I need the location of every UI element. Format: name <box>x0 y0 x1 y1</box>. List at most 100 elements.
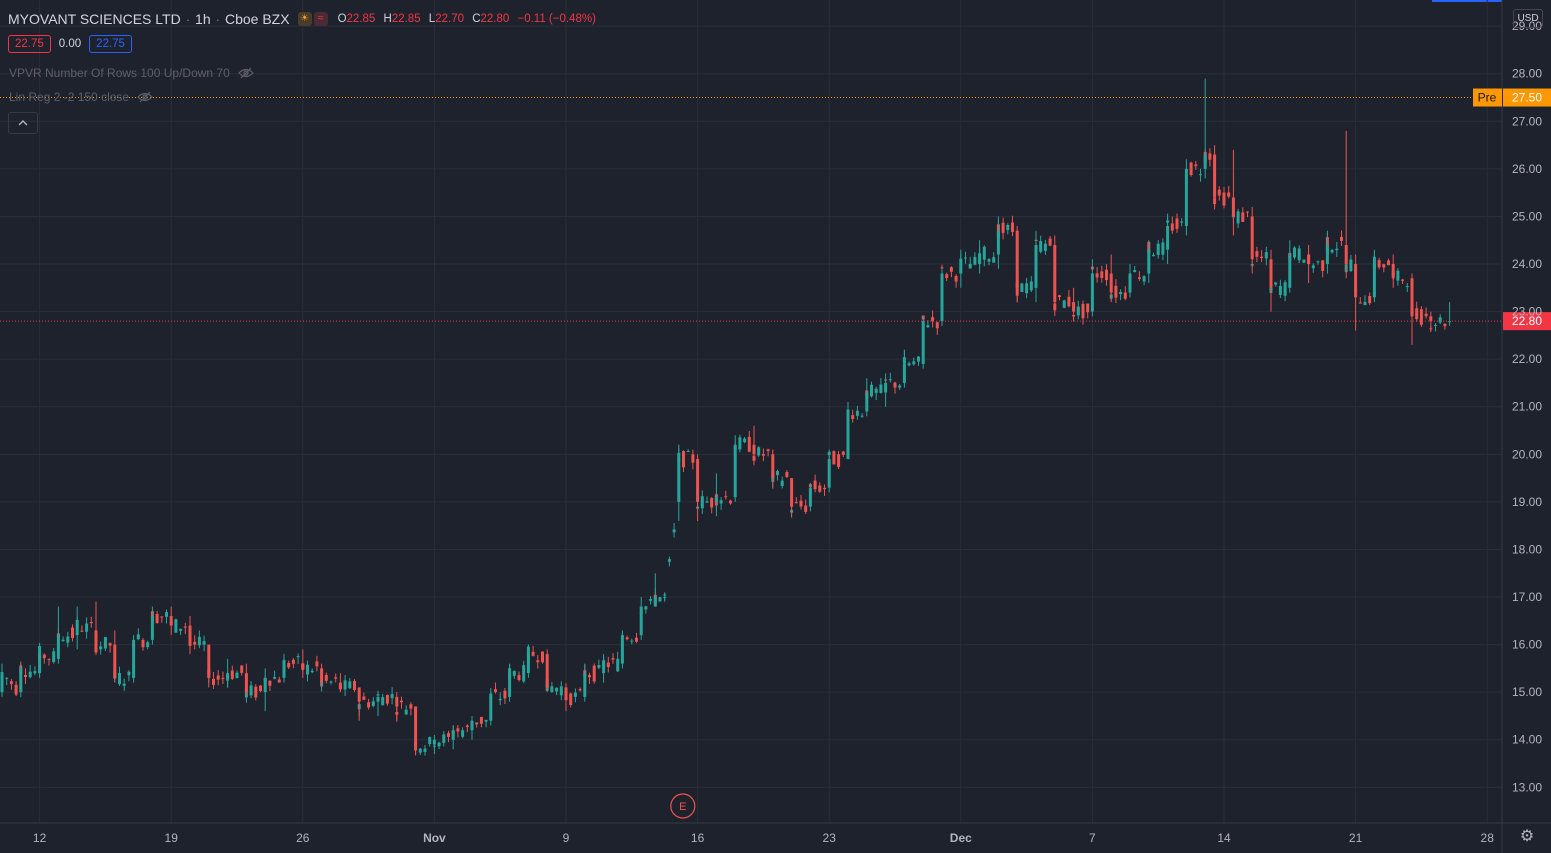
candle-body <box>179 628 183 631</box>
candle-body <box>1269 259 1273 288</box>
candle <box>1424 307 1428 319</box>
candle-body <box>1415 308 1419 320</box>
candle <box>99 641 103 655</box>
candle <box>1222 187 1226 209</box>
candle <box>677 444 681 521</box>
candle <box>945 272 949 282</box>
candle <box>1434 323 1437 332</box>
candle-body <box>127 671 131 676</box>
x-tick-label: 26 <box>296 831 310 845</box>
candle-body <box>1001 222 1005 233</box>
candle-body <box>99 646 103 650</box>
candle <box>649 596 653 605</box>
candle-body <box>75 625 79 636</box>
candle-body <box>729 500 732 504</box>
eye-off-icon[interactable] <box>237 67 254 79</box>
candle <box>1278 279 1282 299</box>
earnings-circle[interactable] <box>670 793 696 819</box>
candle <box>893 381 897 394</box>
candle <box>606 656 610 673</box>
candle <box>127 670 131 682</box>
candle <box>522 660 526 684</box>
candle <box>409 702 413 716</box>
candle-body <box>616 658 620 672</box>
candle <box>747 431 751 453</box>
candle-body <box>33 671 37 674</box>
candle <box>1105 264 1108 286</box>
indicator-vpvr[interactable]: VPVR Number Of Rows 100 Up/Down 70 <box>9 66 254 80</box>
candle-body <box>945 274 949 279</box>
candle-body <box>1053 244 1057 303</box>
candle <box>870 381 873 398</box>
candle <box>508 663 512 702</box>
candle-body <box>1405 286 1409 288</box>
candle <box>827 449 831 493</box>
candle <box>559 681 563 701</box>
candle-body <box>578 689 582 691</box>
candle-body <box>371 701 375 706</box>
candle <box>470 715 474 740</box>
candle-body <box>338 682 342 688</box>
candle-body <box>1020 283 1024 293</box>
candle <box>733 435 737 502</box>
candle <box>212 671 215 689</box>
market-status-icons[interactable]: ☀ ≈ <box>297 12 328 26</box>
candle <box>573 688 577 703</box>
separator: · <box>215 11 220 27</box>
candle-body <box>475 722 479 725</box>
candle-body <box>1335 248 1339 251</box>
candle-body <box>907 363 911 366</box>
candle-body <box>376 696 380 702</box>
candle-body <box>1264 252 1268 259</box>
candle-body <box>1358 302 1362 304</box>
candle <box>235 670 239 679</box>
candle-body <box>442 734 446 743</box>
candle-body <box>902 363 906 383</box>
candle-body <box>780 480 784 487</box>
candle-body <box>526 654 530 674</box>
low-value: 22.70 <box>435 13 464 25</box>
candle <box>85 617 89 639</box>
candle <box>263 668 267 712</box>
candle <box>28 664 32 679</box>
candle-body <box>183 626 187 628</box>
candle <box>1316 260 1320 265</box>
ohlc-values: O22.85 H22.85 L22.70 C22.80 −0.11 (−0.48… <box>338 13 596 25</box>
candle <box>996 216 1000 269</box>
candle <box>484 719 488 728</box>
indicator-linreg[interactable]: Lin Reg 2 -2 150 close <box>9 90 153 104</box>
symbol-name[interactable]: MYOVANT SCIENCES LTD <box>8 11 181 27</box>
candle-body <box>846 411 850 460</box>
candle-body <box>1011 222 1014 232</box>
candle <box>1354 254 1358 331</box>
candle <box>291 658 295 669</box>
candle-body <box>555 687 559 692</box>
candle <box>686 449 690 453</box>
candle-body <box>738 437 742 450</box>
candle-body <box>1274 282 1278 285</box>
sell-button[interactable]: 22.75 <box>8 35 51 53</box>
candle-body <box>160 616 164 618</box>
sun-icon[interactable]: ☀ <box>297 12 312 26</box>
wave-icon[interactable]: ≈ <box>313 12 328 26</box>
interval-label[interactable]: 1h <box>195 11 211 27</box>
buy-button[interactable]: 22.75 <box>89 35 132 53</box>
candle-body <box>893 382 897 388</box>
candle-body <box>423 748 427 752</box>
candle <box>122 678 126 691</box>
candle-body <box>691 454 695 463</box>
candle <box>1062 299 1066 309</box>
exchange-label[interactable]: Cboe BZX <box>224 11 290 27</box>
candle <box>710 497 714 514</box>
candle-body <box>954 276 958 282</box>
candle <box>367 698 371 710</box>
candle <box>1048 235 1052 247</box>
candle <box>193 635 197 650</box>
price-lines: Pre 27.50 22.80 <box>0 88 1551 331</box>
collapse-legend-button[interactable] <box>8 112 38 134</box>
eye-off-icon[interactable] <box>137 91 153 103</box>
gear-icon[interactable]: ⚙ <box>1519 828 1535 845</box>
candle-body <box>357 687 361 702</box>
currency-badge[interactable]: USD <box>1513 9 1543 28</box>
